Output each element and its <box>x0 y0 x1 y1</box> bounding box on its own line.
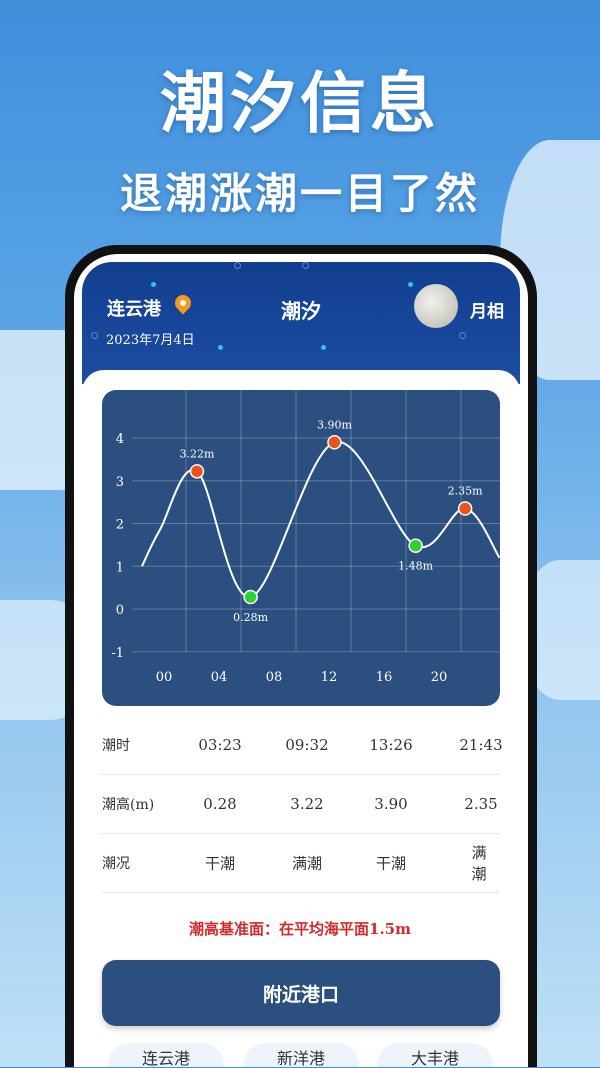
table-cell: 3.22 <box>290 795 324 813</box>
point-label: 3.22m <box>180 447 215 460</box>
table-cell: 21:43 <box>459 736 503 754</box>
datum-note: 潮高基准面：在平均海平面1.5m <box>189 920 411 938</box>
row-label: 潮高(m) <box>102 797 155 813</box>
low-tide-point <box>243 589 258 605</box>
x-tick-label: 08 <box>266 670 283 685</box>
high-tide-point <box>189 464 205 479</box>
point-label: 0.28m <box>233 611 268 624</box>
star-dot <box>151 282 156 287</box>
x-tick-label: 16 <box>376 670 393 685</box>
row-label: 潮况 <box>102 856 130 872</box>
port-chip[interactable]: 大丰港 <box>377 1043 493 1067</box>
table-cell: 满潮 <box>291 854 323 873</box>
table-row: 潮况 干潮 满潮 干潮 满潮 <box>102 834 500 893</box>
x-tick-label: 00 <box>156 670 173 685</box>
hero-title: 潮汐信息 <box>160 64 440 142</box>
page-title: 潮汐 <box>281 299 321 323</box>
port-name[interactable]: 连云港 <box>107 299 161 320</box>
high-tide-point <box>457 501 473 516</box>
y-tick-label: 1 <box>116 560 124 575</box>
star-ring <box>91 332 98 339</box>
table-cell: 03:23 <box>198 736 242 754</box>
table-cell: 2.35 <box>464 795 498 813</box>
port-chip[interactable]: 新洋港 <box>243 1043 359 1067</box>
star-ring <box>459 332 466 339</box>
date-label: 2023年7月4日 <box>106 333 195 348</box>
hero-subtitle: 退潮涨潮一目了然 <box>119 169 480 218</box>
table-row: 潮时 03:23 09:32 13:26 21:43 <box>102 716 503 775</box>
table-cell: 干潮 <box>375 854 407 873</box>
tide-chart: -1 0 1 2 3 4 00 04 08 12 16 20 3.22m 0.28m 3.90m 1.48m 2… <box>102 390 501 706</box>
moon-phase-link[interactable]: 月相 <box>470 302 504 322</box>
point-label: 1.48m <box>398 560 433 573</box>
star-ring <box>302 262 309 269</box>
table-cell: 3.90 <box>374 795 408 813</box>
y-tick-label: 4 <box>116 432 124 447</box>
port-chip[interactable]: 连云港 <box>108 1043 224 1067</box>
moon-icon[interactable] <box>414 284 458 328</box>
table-cell: 满潮 <box>471 844 487 883</box>
x-tick-label: 04 <box>211 670 228 685</box>
star-dot <box>321 345 326 350</box>
table-cell: 13:26 <box>369 736 413 754</box>
table-cell: 干潮 <box>204 854 236 873</box>
y-tick-label: 3 <box>116 475 124 490</box>
row-label: 潮时 <box>102 738 130 754</box>
nearby-ports-button[interactable]: 附近港口 <box>102 960 500 1026</box>
low-tide-point <box>408 538 423 553</box>
table-row: 潮高(m) 0.28 3.22 3.90 2.35 <box>102 775 500 834</box>
point-label: 2.35m <box>448 485 483 498</box>
table-cell: 09:32 <box>285 736 329 754</box>
y-tick-label: 0 <box>116 603 124 618</box>
star-ring <box>234 262 241 269</box>
x-tick-label: 12 <box>321 670 338 685</box>
tide-curve <box>141 441 501 599</box>
high-tide-point <box>327 435 342 450</box>
point-label: 3.90m <box>317 418 352 431</box>
app-header: 连云港 2023年7月4日 潮汐 月相 <box>82 262 520 384</box>
star-dot <box>408 282 413 287</box>
y-tick-label: -1 <box>111 646 124 661</box>
x-tick-label: 20 <box>431 670 448 685</box>
star-dot <box>218 345 223 350</box>
table-cell: 0.28 <box>203 795 237 813</box>
y-tick-label: 2 <box>116 518 124 533</box>
